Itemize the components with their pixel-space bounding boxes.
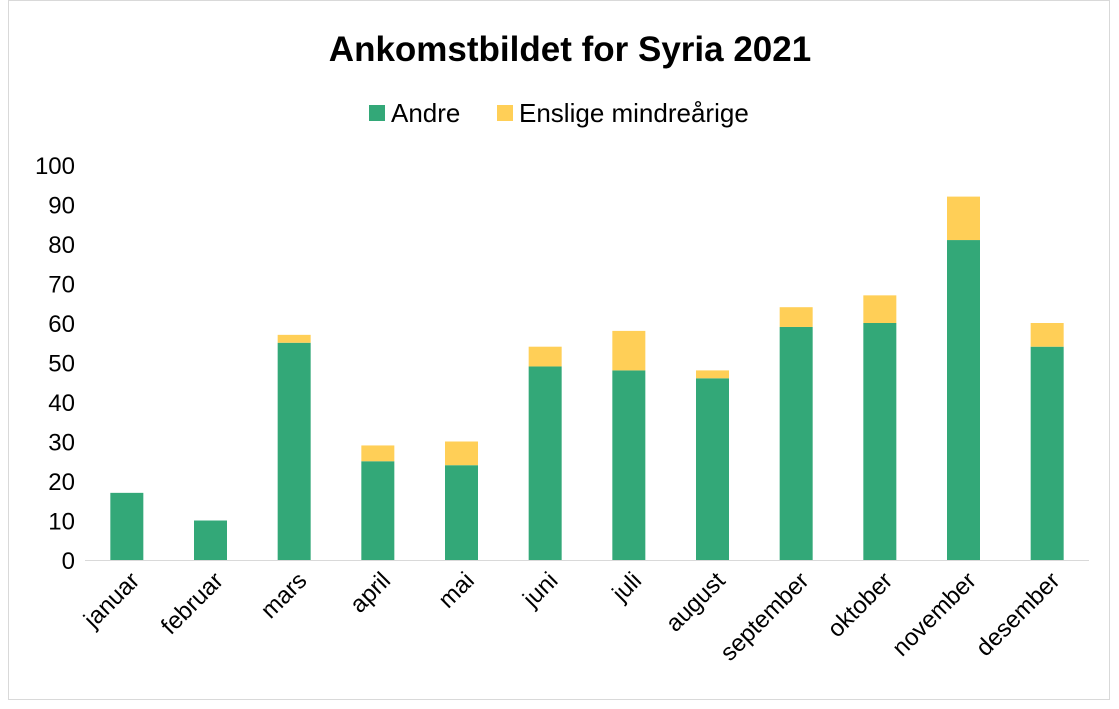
y-axis: 0 10 20 30 40 50 60 70 80 90 100 xyxy=(35,153,75,575)
legend-item-2: Enslige mindreårige xyxy=(497,98,749,128)
y-tick-label: 20 xyxy=(48,469,75,496)
x-tick-label-oktober: oktober xyxy=(822,567,898,643)
chart-title: Ankomstbildet for Syria 2021 xyxy=(329,30,811,69)
x-tick-label-juni: juni xyxy=(517,567,563,613)
bar-november-enslige xyxy=(947,196,980,241)
x-tick-label-juli: juli xyxy=(607,567,648,608)
bar-september-andre xyxy=(779,326,813,560)
chart-area: Ankomstbildet for Syria 2021 Andre Enslig… xyxy=(8,0,1110,700)
bar-februar-andre xyxy=(194,520,227,560)
legend-label-1: Andre xyxy=(391,98,460,128)
y-tick-label: 40 xyxy=(48,390,75,417)
x-tick-label-februar: februar xyxy=(156,567,229,640)
legend-swatch-1 xyxy=(369,105,385,121)
bar-april-andre xyxy=(361,461,395,560)
x-tick-label-september: september xyxy=(715,567,814,666)
y-tick-label: 10 xyxy=(48,509,75,536)
bar-mai-enslige xyxy=(445,441,478,466)
x-tick-label-mai: mai xyxy=(433,567,479,613)
x-tick-label-april: april xyxy=(345,567,396,618)
bar-mars-andre xyxy=(277,342,311,560)
bar-april-enslige xyxy=(361,445,395,462)
bar-mai-andre xyxy=(445,465,478,560)
bar-november-andre xyxy=(947,240,980,561)
x-tick-label-januar: januar xyxy=(78,567,145,634)
y-tick-label: 70 xyxy=(48,272,75,299)
x-tick-label-desember: desember xyxy=(971,567,1066,662)
y-tick-label: 90 xyxy=(48,193,75,220)
bar-juni-enslige xyxy=(528,346,562,367)
bar-mars-enslige xyxy=(277,334,311,343)
y-tick-label: 60 xyxy=(48,311,75,338)
bar-oktober-andre xyxy=(863,323,897,560)
legend-label-2: Enslige mindreårige xyxy=(519,98,749,128)
bar-september-enslige xyxy=(779,307,813,327)
bar-juni-andre xyxy=(528,366,562,560)
bars xyxy=(110,196,1064,561)
legend-swatch-2 xyxy=(497,105,513,121)
x-tick-label-august: august xyxy=(661,567,731,637)
bar-desember-enslige xyxy=(1030,323,1064,347)
legend-item-1: Andre xyxy=(369,98,460,128)
legend: Andre Enslige mindreårige xyxy=(369,98,749,128)
x-tick-label-november: november xyxy=(887,567,982,662)
bar-januar-andre xyxy=(110,492,144,560)
x-axis: januar februar mars april mai juni juli augusts… xyxy=(78,567,1065,667)
x-tick-label-mars: mars xyxy=(256,567,313,624)
bar-juli-enslige xyxy=(612,330,646,371)
y-tick-label: 30 xyxy=(48,430,75,457)
bar-august-andre xyxy=(696,378,729,560)
bar-august-enslige xyxy=(696,370,729,379)
y-tick-label: 100 xyxy=(35,153,75,180)
y-tick-label: 0 xyxy=(62,548,75,575)
stacked-bar-chart: Ankomstbildet for Syria 2021 Andre Enslig… xyxy=(35,30,1089,667)
bar-desember-andre xyxy=(1030,346,1064,560)
y-tick-label: 80 xyxy=(48,232,75,259)
bar-juli-andre xyxy=(612,370,646,560)
y-tick-label: 50 xyxy=(48,351,75,378)
bar-oktober-enslige xyxy=(863,295,897,323)
